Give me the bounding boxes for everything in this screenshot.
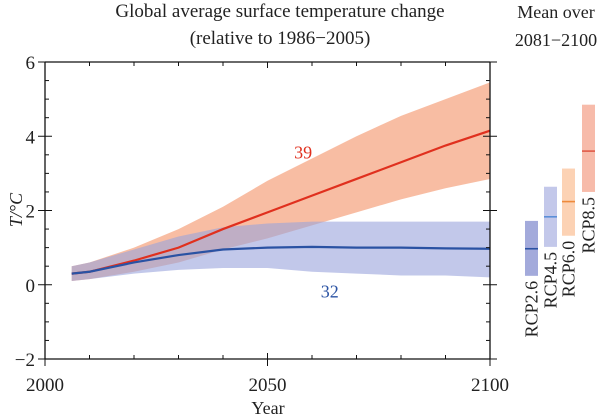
side-panel-title-1: Mean over: [517, 2, 594, 22]
x-tick-label: 2100: [471, 375, 509, 396]
y-tick-label: 2: [26, 202, 36, 223]
x-axis-label: Year: [251, 398, 284, 417]
side-bar-rcp6-0: RCP6.0: [559, 168, 579, 298]
side-bar-rcp2-6: RCP2.6: [522, 220, 542, 338]
side-bar-rcp8-5: RCP8.5: [579, 104, 599, 254]
bar-label: RCP8.5: [579, 197, 599, 254]
x-tick-label: 2000: [26, 375, 64, 396]
y-tick-label: 0: [26, 276, 36, 297]
bar-label: RCP2.6: [522, 281, 542, 338]
bar-label: RCP6.0: [559, 241, 579, 298]
series-line-39: [71, 129, 491, 275]
range-bar: [582, 104, 595, 192]
x-tick-label: 2050: [249, 375, 287, 396]
chart-subtitle: (relative to 1986−2005): [190, 28, 371, 49]
series-label: 32: [321, 282, 339, 302]
y-tick-label: 4: [26, 127, 36, 148]
series-label: 39: [294, 143, 312, 163]
y-axis-label: T/°C: [6, 192, 26, 227]
series-line-32: [71, 245, 491, 275]
bar-label: RCP4.5: [541, 252, 561, 309]
series-band-32: [71, 221, 490, 282]
mean-lines: 39 32: [71, 129, 491, 302]
chart-title: Global average surface temperature chang…: [115, 1, 444, 22]
side-panel-title-2: 2081−2100: [515, 30, 597, 50]
axes: −2 0 2 4 6 2000 2050 2100: [15, 53, 509, 396]
side-bar-rcp4-5: RCP4.5: [541, 186, 561, 309]
series-band-39: [71, 82, 490, 282]
y-tick-label: 6: [26, 53, 36, 74]
y-tick-label: −2: [15, 350, 35, 371]
uncertainty-bands: [71, 82, 490, 282]
